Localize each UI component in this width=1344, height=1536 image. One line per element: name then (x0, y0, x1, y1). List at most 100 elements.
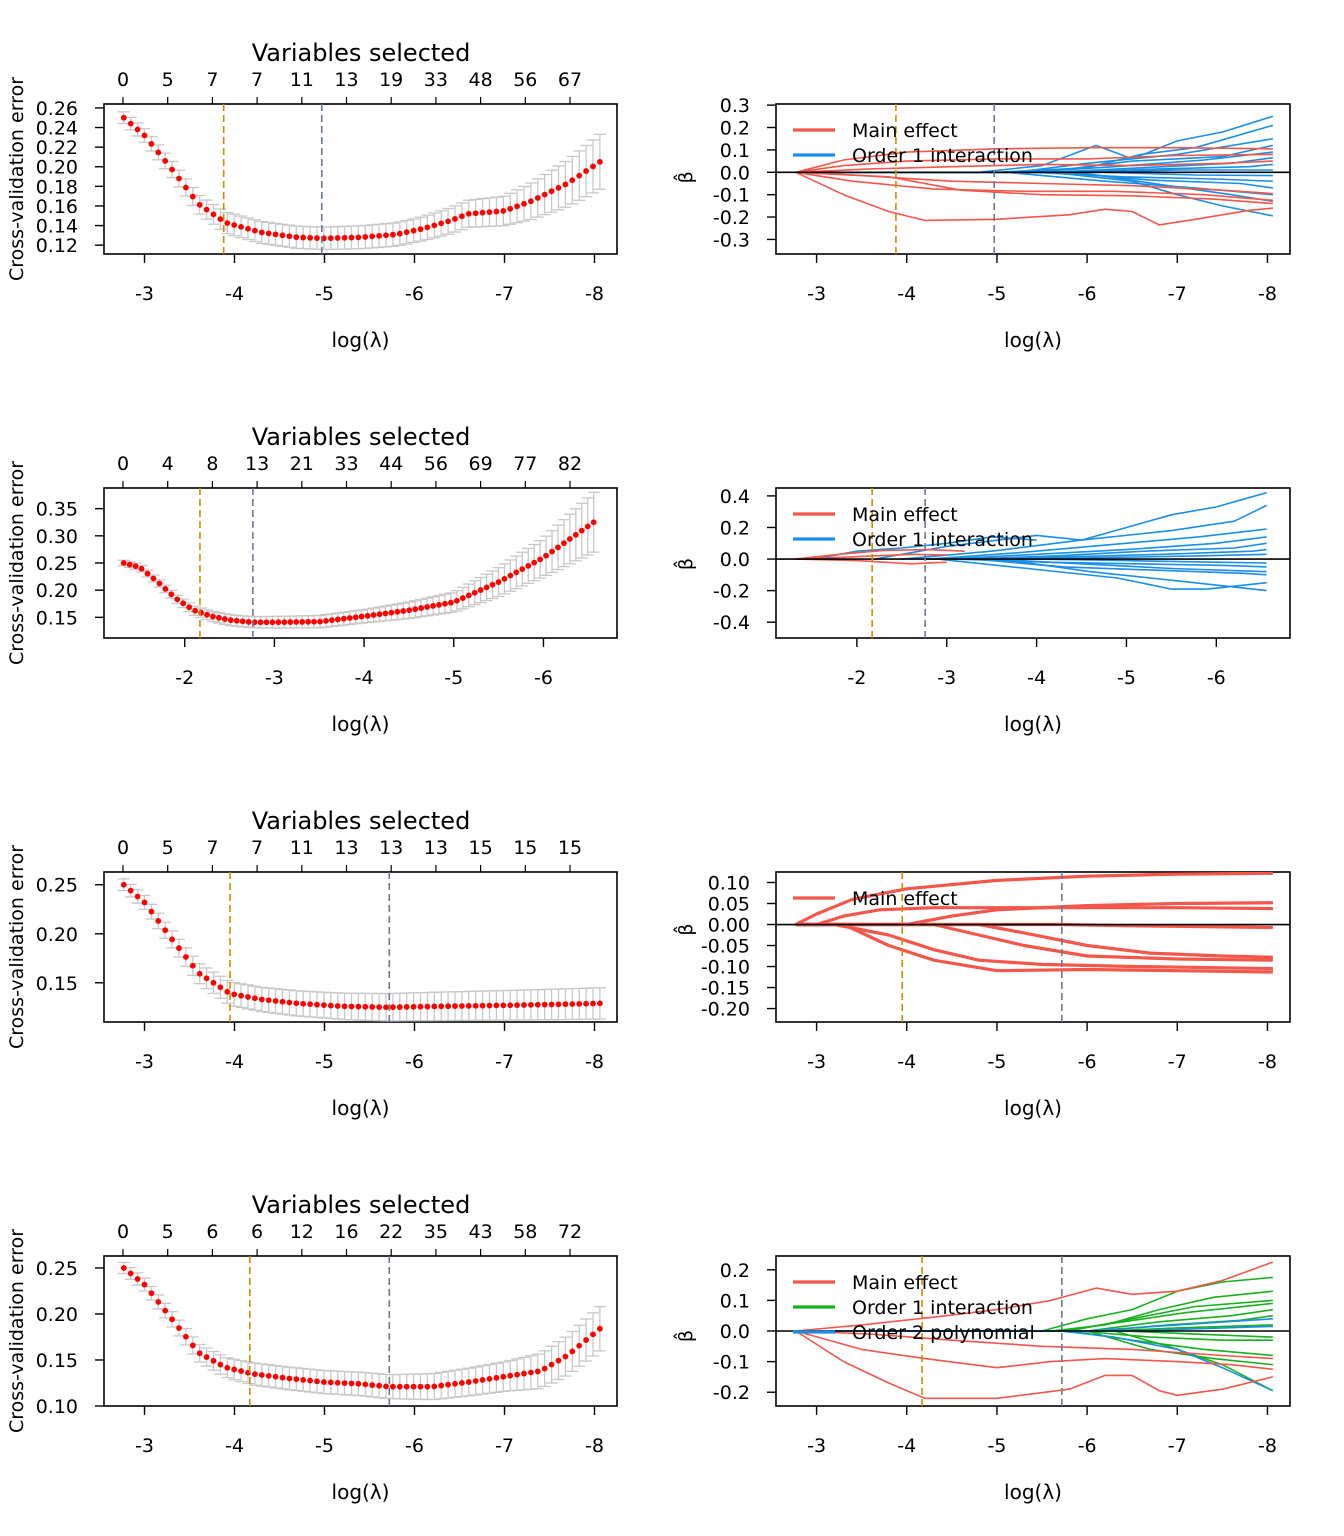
x-axis-label: log(λ) (1004, 328, 1062, 352)
x-tick-label: -5 (315, 1051, 334, 1073)
cv-point (383, 1004, 389, 1010)
cv-point (218, 984, 224, 990)
cv-point (176, 945, 182, 951)
y-tick-label: 0.20 (36, 157, 78, 179)
cv-point (585, 524, 591, 530)
cv-point (197, 971, 203, 977)
cv-point (222, 616, 228, 622)
x-tick-label: -8 (1258, 283, 1277, 305)
cv-point (176, 176, 182, 182)
x-axis-label: log(λ) (332, 1096, 390, 1120)
top-tick-label: 6 (251, 1221, 263, 1243)
legend-label: Main effect (852, 1272, 958, 1294)
cv-point (204, 1354, 210, 1360)
cv-point (535, 195, 541, 201)
cv-point (174, 596, 180, 602)
cv-point (418, 1004, 424, 1010)
y-tick-label: 0.1 (720, 140, 750, 162)
y-tick-label: 0.35 (36, 499, 78, 521)
cv-plot-3: -3 -4 -5 -6 -7 -80.150.200.25log(λ)Variables … (6, 807, 617, 1120)
top-tick-label: 7 (206, 69, 218, 91)
cv-point (487, 209, 493, 215)
cv-point (507, 206, 513, 212)
cv-point (438, 1003, 444, 1009)
top-tick-label: 67 (558, 69, 582, 91)
x-tick-label: -3 (135, 1051, 154, 1073)
cv-point (513, 569, 519, 575)
top-tick-label: 22 (379, 1221, 403, 1243)
cv-point (335, 1380, 341, 1386)
x-tick-label: -6 (405, 283, 424, 305)
cv-point (204, 975, 210, 981)
y-tick-label: -0.1 (713, 1352, 750, 1374)
x-axis-label: log(λ) (332, 1480, 390, 1504)
legend-label: Main effect (852, 120, 958, 142)
cv-point (445, 218, 451, 224)
cv-point (149, 141, 155, 147)
cv-point (155, 918, 161, 924)
cv-point (466, 1379, 472, 1385)
top-tick-label: 0 (117, 453, 129, 475)
y-tick-label: 0.14 (36, 216, 78, 238)
cv-point (397, 231, 403, 237)
x-tick-label: -7 (1168, 1435, 1187, 1457)
coef-plot-3: -3 -4 -5 -6 -7 -8-0.20-0.15-0.10-0.050.000.05… (673, 872, 1290, 1120)
cv-point (452, 1003, 458, 1009)
top-tick-label: 11 (290, 837, 314, 859)
cv-point (494, 1003, 500, 1009)
cv-plot-title: Variables selected (252, 1191, 471, 1219)
cv-point (459, 1003, 465, 1009)
top-tick-label: 5 (162, 837, 174, 859)
cv-point (549, 1002, 555, 1008)
cv-point (198, 610, 204, 616)
cv-point (323, 618, 329, 624)
cv-point (293, 619, 299, 625)
cv-point (356, 1004, 362, 1010)
top-tick-label: 13 (245, 453, 269, 475)
x-tick-label: -6 (1078, 1051, 1097, 1073)
x-tick-label: -4 (225, 283, 244, 305)
cv-point (180, 600, 186, 606)
cv-point (169, 167, 175, 173)
cv-point (155, 150, 161, 156)
y-tick-label: 0.10 (36, 1396, 78, 1418)
x-axis-label: log(λ) (332, 328, 390, 352)
cv-point (190, 194, 196, 200)
cv-point (543, 553, 549, 559)
cv-point (487, 1376, 493, 1382)
cv-point (359, 614, 365, 620)
cv-point (157, 581, 163, 587)
cv-point (590, 1331, 596, 1337)
y-tick-label: 0.18 (36, 176, 78, 198)
y-tick-label: -0.20 (701, 999, 750, 1021)
y-tick-label: 0.3 (720, 95, 750, 117)
cv-point (287, 619, 293, 625)
top-tick-label: 0 (117, 1221, 129, 1243)
cv-point (356, 234, 362, 240)
cv-point (275, 619, 281, 625)
top-tick-label: 5 (162, 69, 174, 91)
cv-point (204, 612, 210, 618)
cv-point (149, 909, 155, 915)
y-tick-label: -0.3 (713, 229, 750, 251)
legend-label: Order 1 interaction (852, 145, 1033, 167)
cv-point (135, 127, 141, 133)
cv-point (314, 235, 320, 241)
top-tick-label: 7 (206, 837, 218, 859)
cv-point (406, 607, 412, 613)
x-tick-label: -7 (495, 283, 514, 305)
cv-point (335, 617, 341, 623)
cv-point (528, 1370, 534, 1376)
cv-point (293, 1376, 299, 1382)
cv-point (321, 1379, 327, 1385)
cv-point (183, 954, 189, 960)
cv-point (563, 182, 569, 188)
cv-point (246, 619, 252, 625)
top-tick-label: 43 (469, 1221, 493, 1243)
cv-point (365, 613, 371, 619)
cv-point (228, 617, 234, 623)
x-tick-label: -4 (897, 283, 916, 305)
top-tick-label: 48 (469, 69, 493, 91)
cv-point (162, 927, 168, 933)
